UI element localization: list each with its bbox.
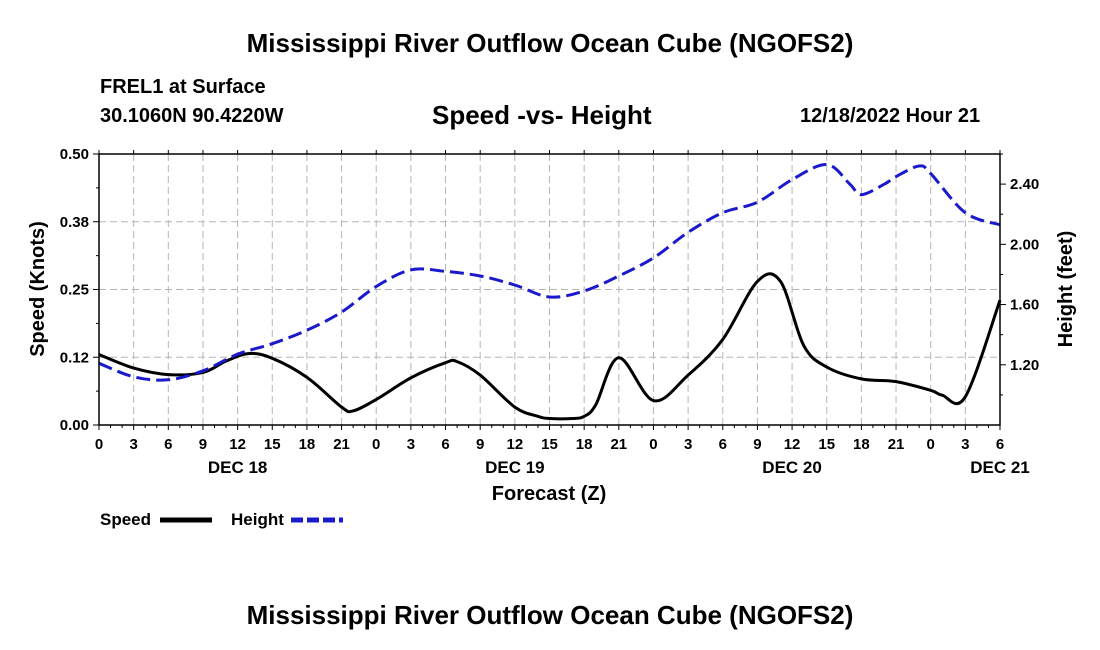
x-tick-label: 0	[95, 436, 103, 453]
x-tick-label: 3	[684, 436, 692, 453]
x-tick-label: 21	[888, 436, 905, 453]
x-tick-label: 9	[753, 436, 761, 453]
day-label: DEC 19	[485, 458, 545, 477]
y2-axis-title: Height (feet)	[1055, 231, 1077, 348]
x-tick-label: 21	[610, 436, 627, 453]
y-tick-label: 0.38	[60, 214, 89, 231]
y2-tick-label: 2.00	[1010, 236, 1039, 253]
x-tick-label: 9	[199, 436, 207, 453]
station-coords: 30.1060N 90.4220W	[100, 105, 284, 127]
x-tick-label: 15	[818, 436, 835, 453]
legend-speed-label: Speed	[100, 510, 151, 529]
y-tick-label: 0.50	[60, 146, 89, 163]
x-axis-title: Forecast (Z)	[492, 483, 606, 505]
footer-title: Mississippi River Outflow Ocean Cube (NG…	[246, 600, 854, 630]
x-tick-label: 6	[996, 436, 1004, 453]
x-tick-label: 0	[372, 436, 380, 453]
x-tick-label: 3	[407, 436, 415, 453]
x-tick-label: 21	[333, 436, 350, 453]
chart-subtitle: Speed -vs- Height	[432, 100, 652, 130]
y-tick-label: 0.25	[60, 282, 89, 299]
y2-tick-label: 2.40	[1010, 176, 1039, 193]
day-label: DEC 18	[208, 458, 268, 477]
x-tick-label: 6	[719, 436, 727, 453]
legend: Speed Height	[100, 510, 343, 529]
series-line-height	[98, 162, 1001, 382]
page-title: Mississippi River Outflow Ocean Cube (NG…	[246, 28, 854, 58]
x-tick-label: 9	[476, 436, 484, 453]
x-tick-label: 3	[129, 436, 137, 453]
x-tick-label: 15	[264, 436, 281, 453]
legend-height-label: Height	[231, 510, 284, 529]
x-tick-label: 0	[649, 436, 657, 453]
day-label: DEC 20	[762, 458, 822, 477]
x-tick-label: 0	[927, 436, 935, 453]
x-tick-label: 18	[853, 436, 870, 453]
station-label: FREL1 at Surface	[100, 76, 266, 98]
x-tick-label: 6	[441, 436, 449, 453]
x-tick-label: 12	[784, 436, 801, 453]
x-tick-label: 3	[961, 436, 969, 453]
x-tick-label: 12	[229, 436, 246, 453]
y-tick-label: 0.00	[60, 417, 89, 434]
forecast-datetime: 12/18/2022 Hour 21	[800, 105, 981, 127]
x-tick-label: 6	[164, 436, 172, 453]
y2-tick-label: 1.20	[1010, 357, 1039, 374]
series-line-speed	[98, 272, 1002, 421]
day-label: DEC 21	[970, 458, 1030, 477]
x-tick-label: 15	[541, 436, 558, 453]
x-tick-label: 18	[299, 436, 316, 453]
y2-tick-label: 1.60	[1010, 297, 1039, 314]
x-tick-label: 12	[507, 436, 524, 453]
x-tick-label: 18	[576, 436, 593, 453]
y-axis-title: Speed (Knots)	[27, 221, 49, 357]
y-tick-label: 0.12	[60, 349, 89, 366]
